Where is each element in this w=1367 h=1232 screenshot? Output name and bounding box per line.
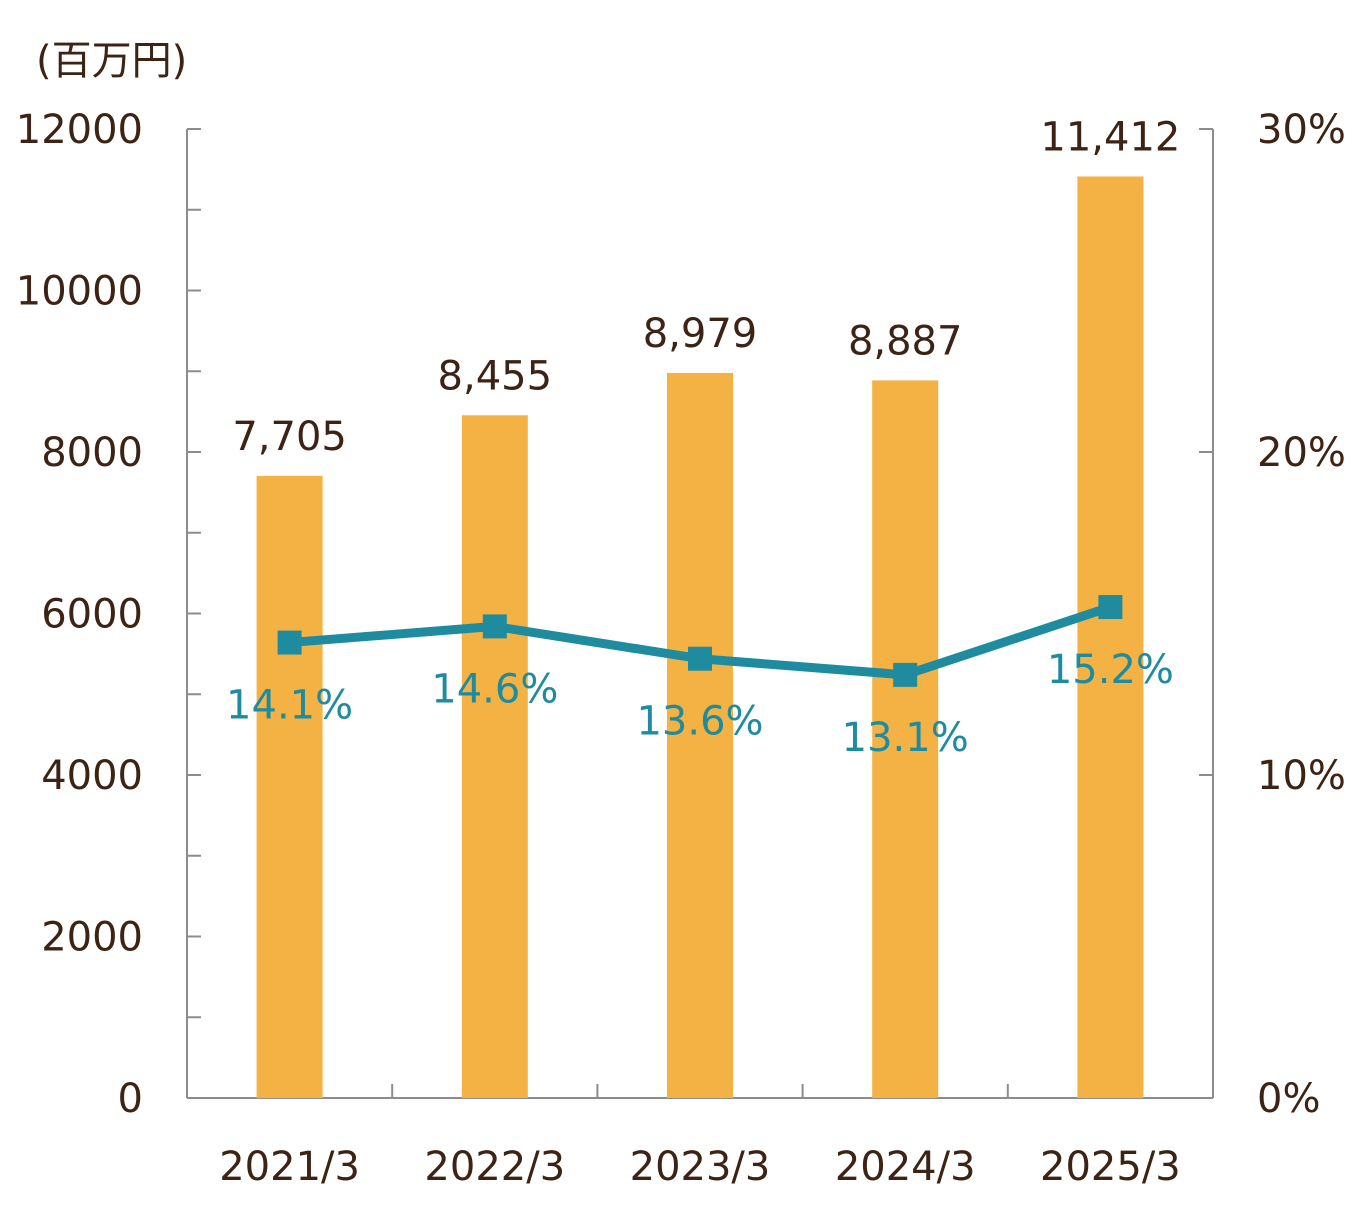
ratio-value-label: 15.2% xyxy=(1047,647,1174,693)
left-tick-label: 0 xyxy=(118,1076,143,1122)
right-tick-label: 10% xyxy=(1257,753,1346,799)
left-tick-label: 10000 xyxy=(16,269,143,315)
ratio-marker xyxy=(893,662,918,687)
bar xyxy=(461,415,528,1098)
ratio-value-label: 13.6% xyxy=(636,699,763,745)
bar-value-label: 7,705 xyxy=(232,414,347,460)
ratio-value-label: 14.1% xyxy=(226,683,353,729)
left-tick-label: 2000 xyxy=(41,915,143,961)
left-tick-label: 8000 xyxy=(41,430,143,476)
x-tick-label: 2024/3 xyxy=(835,1144,976,1190)
left-tick-label: 6000 xyxy=(41,592,143,638)
bar-value-label: 8,979 xyxy=(643,311,758,357)
ratio-value-label: 14.6% xyxy=(431,666,558,712)
left-tick-label: 4000 xyxy=(41,753,143,799)
ratio-value-label: 13.1% xyxy=(842,715,969,761)
ratio-marker xyxy=(482,614,507,639)
bar xyxy=(256,475,323,1098)
bar-value-label: 8,887 xyxy=(848,318,963,364)
left-tick-label: 12000 xyxy=(16,107,143,153)
right-tick-label: 20% xyxy=(1257,430,1346,476)
bar-value-label: 11,412 xyxy=(1040,114,1180,160)
ratio-marker xyxy=(1098,595,1123,620)
unit-label: (百万円) xyxy=(36,38,187,84)
right-tick-label: 0% xyxy=(1257,1076,1320,1122)
ratio-marker xyxy=(277,630,302,655)
bar xyxy=(1077,176,1144,1098)
bar xyxy=(872,380,939,1098)
right-tick-label: 30% xyxy=(1257,107,1346,153)
x-tick-label: 2025/3 xyxy=(1040,1144,1181,1190)
bar xyxy=(667,372,733,1098)
x-tick-label: 2021/3 xyxy=(219,1144,360,1190)
bar-value-label: 8,455 xyxy=(438,353,553,399)
ratio-marker xyxy=(688,646,712,671)
x-tick-label: 2023/3 xyxy=(630,1144,771,1190)
x-tick-label: 2022/3 xyxy=(424,1144,565,1190)
